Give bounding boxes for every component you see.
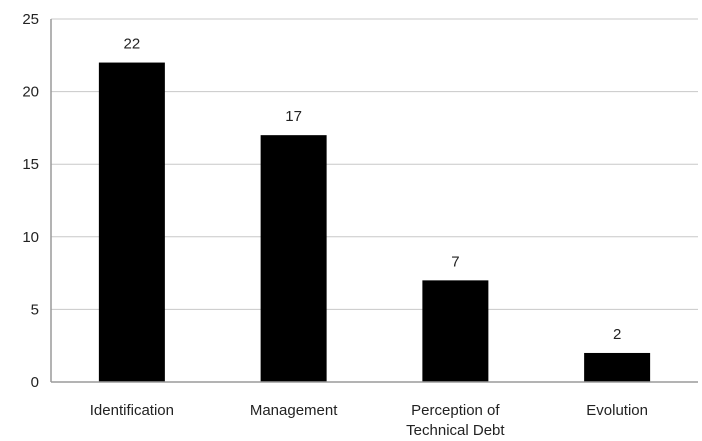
y-axis-tick-labels: 0 5 10 15 20 25: [22, 11, 39, 391]
x-category-label: Evolution: [586, 402, 648, 419]
data-label: 22: [124, 36, 141, 53]
bar: [260, 135, 327, 382]
x-axis-category-labels: Identification Management Perception of Tec…: [90, 402, 648, 439]
bar: [584, 352, 651, 382]
x-category-label: Management: [250, 402, 338, 419]
data-label: 17: [285, 108, 302, 125]
y-tick-label: 10: [22, 229, 39, 246]
x-category-label: Perception of: [411, 402, 500, 419]
x-category-label: Identification: [90, 402, 174, 419]
bar: [98, 62, 165, 383]
data-label: 2: [613, 326, 621, 343]
y-tick-label: 25: [22, 11, 39, 28]
x-category-label: Technical Debt: [406, 422, 505, 439]
bars: [98, 62, 651, 383]
y-tick-label: 20: [22, 84, 39, 101]
y-tick-label: 15: [22, 156, 39, 173]
bar: [422, 280, 489, 382]
y-tick-label: 5: [31, 301, 39, 318]
y-tick-label: 0: [31, 374, 39, 391]
data-labels: 22 17 7 2: [124, 36, 622, 343]
data-label: 7: [451, 253, 459, 270]
